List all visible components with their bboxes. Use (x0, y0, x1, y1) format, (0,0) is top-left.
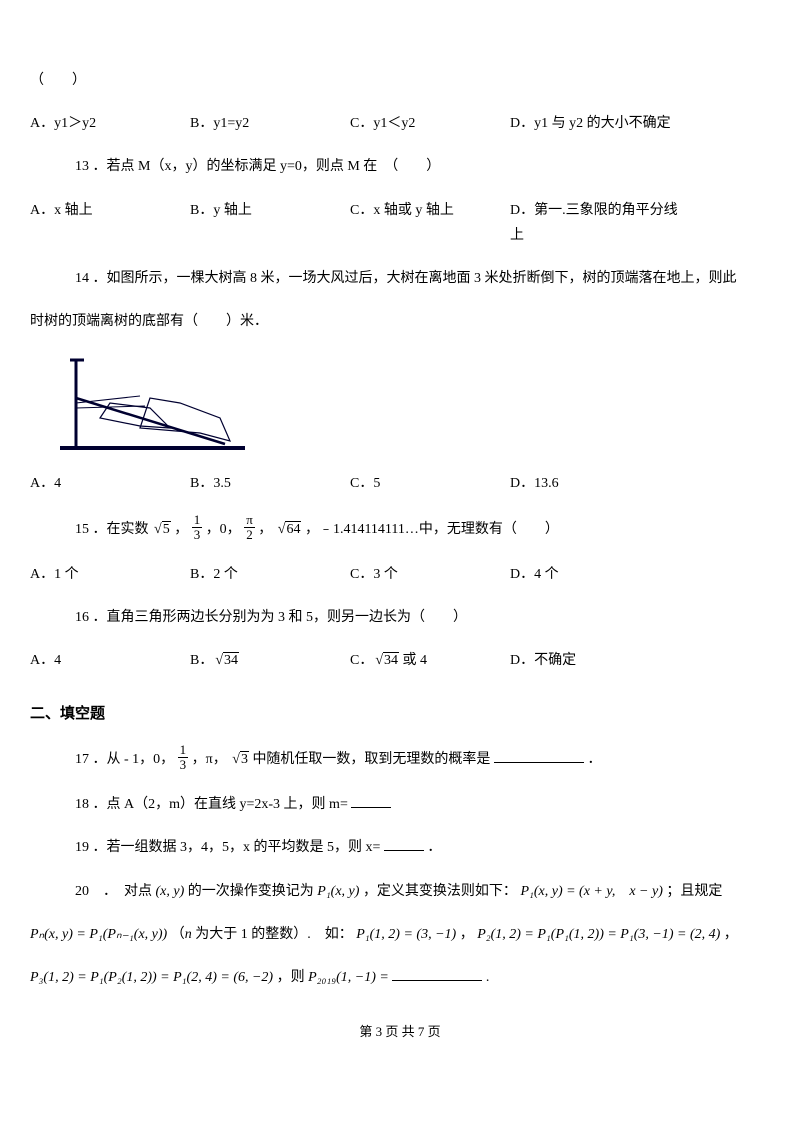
q20-p1xy: P₁(x, y) (317, 884, 359, 899)
q15-tail: ，﹣1.414114111…中，无理数有（ ） (305, 522, 559, 537)
q19-blank (384, 836, 424, 851)
q14-opt-b: B．3.5 (190, 471, 350, 496)
q20-l1c: ，定义其变换法则如下： (363, 884, 517, 899)
q20-tail: . (486, 970, 490, 985)
q13-stem: 13 ．若点 M（x，y）的坐标满足 y=0，则点 M 在 （ ） (75, 154, 770, 179)
q20-l1a: 20 ． 对点 (75, 884, 152, 899)
q20-eq1: P₁(x, y) = (x + y, x − y) (520, 884, 662, 899)
q16-options: A．4 B．34 C．34 或 4 D．不确定 (30, 648, 770, 673)
q20-n: n (185, 927, 192, 942)
q20-xy: (x, y) (156, 884, 185, 899)
q17: 17 ．从 - 1，0， 13 ，π， 3 中随机任取一数，取到无理数的概率是 … (75, 745, 770, 775)
q12-options: A．y1＞y2 B．y1=y2 C．y1＜y2 D．y1 与 y2 的大小不确定 (30, 111, 770, 136)
q15-opt-b: B．2 个 (190, 562, 350, 587)
q14-stem-2: 时树的顶端离树的底部有（ ）米． (30, 309, 770, 334)
sqrt34-b: 34 (213, 648, 239, 673)
q17-frac: 13 (178, 743, 189, 773)
q19-a: 19 ．若一组数据 3，4，5，x 的平均数是 5，则 x= (75, 840, 380, 855)
q20-l1b: 的一次操作变换记为 (188, 884, 314, 899)
q13-options: A．x 轴上 B．y 轴上 C．x 轴或 y 轴上 D．第一.三象限的角平分线上 (30, 198, 770, 248)
sqrt34-c: 34 (373, 648, 399, 673)
page-footer: 第 3 页 共 7 页 (30, 1020, 770, 1043)
q12-opt-b: B．y1=y2 (190, 111, 350, 136)
q19-b: ． (427, 840, 441, 855)
section-fill: 二、填空题 (30, 700, 770, 727)
q13-opt-c: C．x 轴或 y 轴上 (350, 198, 510, 248)
q14-opt-c: C．5 (350, 471, 510, 496)
q16-opt-d: D．不确定 (510, 648, 670, 673)
q20-line3: P₃(1, 2) = P₁(P₂(1, 2)) = P₁(2, 4) = (6,… (30, 965, 770, 990)
q15-zero: ，0， (206, 522, 241, 537)
q20-l2a: （ (171, 927, 185, 942)
q15-c1: ， (174, 522, 188, 537)
q20-c1: ， (460, 927, 474, 942)
q15-opt-a: A．1 个 (30, 562, 190, 587)
q14-opt-d: D．13.6 (510, 471, 670, 496)
q13-opt-b: B．y 轴上 (190, 198, 350, 248)
q20-c2: ， (724, 927, 738, 942)
q17-c: 中随机任取一数，取到无理数的概率是 (252, 752, 490, 767)
q12-stem-tail: （ ） (30, 68, 770, 93)
q15-opt-d: D．4 个 (510, 562, 670, 587)
q13-opt-a: A．x 轴上 (30, 198, 190, 248)
q15-c2: ， (258, 522, 272, 537)
q15-opt-c: C．3 个 (350, 562, 510, 587)
q17-d: ． (587, 752, 601, 767)
sqrt64: 64 (276, 517, 302, 542)
frac-1-3: 13 (192, 513, 203, 543)
q17-b: ，π， (192, 752, 227, 767)
q18-blank (351, 793, 391, 808)
q20-l2b: 为大于 1 的整数）. 如： (192, 927, 353, 942)
q13-opt-d: D．第一.三象限的角平分线上 (510, 198, 690, 248)
q16-stem: 16 ．直角三角形两边长分别为为 3 和 5，则另一边长为（ ） (75, 605, 770, 630)
q14-opt-a: A．4 (30, 471, 190, 496)
q20-eq3: P₁(1, 2) = (3, −1) (356, 927, 456, 942)
q15-options: A．1 个 B．2 个 C．3 个 D．4 个 (30, 562, 770, 587)
q20-l3a: ，则 (277, 970, 309, 985)
q20-eq4: P₂(1, 2) = P₁(P₁(1, 2)) = P₁(3, −1) = (2… (477, 927, 720, 942)
q12-opt-d: D．y1 与 y2 的大小不确定 (510, 111, 690, 136)
sqrt5: 5 (152, 517, 171, 542)
q20-l1d: ；且规定 (666, 884, 722, 899)
q20-blank (392, 966, 482, 981)
q20-eq6: P₂₀₁₉(1, −1) = (308, 970, 389, 985)
q20-eq2: Pₙ(x, y) = P₁(Pₙ₋₁(x, y)) (30, 927, 167, 942)
q12-opt-c: C．y1＜y2 (350, 111, 510, 136)
q18: 18 ．点 A（2，m）在直线 y=2x-3 上，则 m= (75, 792, 770, 817)
q15-stem: 15 ．在实数 5 ， 13 ，0， π2 ， 64 ，﹣1.414114111… (75, 515, 770, 545)
q16-opt-a: A．4 (30, 648, 190, 673)
q17-blank (494, 748, 584, 763)
q19: 19 ．若一组数据 3，4，5，x 的平均数是 5，则 x= ． (75, 835, 770, 860)
q16-opt-c: C．34 或 4 (350, 648, 510, 673)
q20-line2: Pₙ(x, y) = P₁(Pₙ₋₁(x, y)) （n 为大于 1 的整数）.… (30, 922, 770, 947)
q20-eq5: P₃(1, 2) = P₁(P₂(1, 2)) = P₁(2, 4) = (6,… (30, 970, 273, 985)
q12-opt-a: A．y1＞y2 (30, 111, 190, 136)
frac-pi-2: π2 (244, 513, 255, 543)
tree-diagram (50, 348, 250, 453)
q18-a: 18 ．点 A（2，m）在直线 y=2x-3 上，则 m= (75, 797, 348, 812)
q17-sqrt3: 3 (230, 747, 249, 772)
q20-line1: 20 ． 对点 (x, y) 的一次操作变换记为 P₁(x, y) ，定义其变换… (75, 879, 770, 904)
q14-options: A．4 B．3.5 C．5 D．13.6 (30, 471, 770, 496)
q16-opt-b: B．34 (190, 648, 350, 673)
q14-stem-1: 14 ．如图所示，一棵大树高 8 米，一场大风过后，大树在离地面 3 米处折断倒… (75, 266, 770, 291)
q17-a: 17 ．从 - 1，0， (75, 752, 174, 767)
q15-a: 15 ．在实数 (75, 522, 149, 537)
